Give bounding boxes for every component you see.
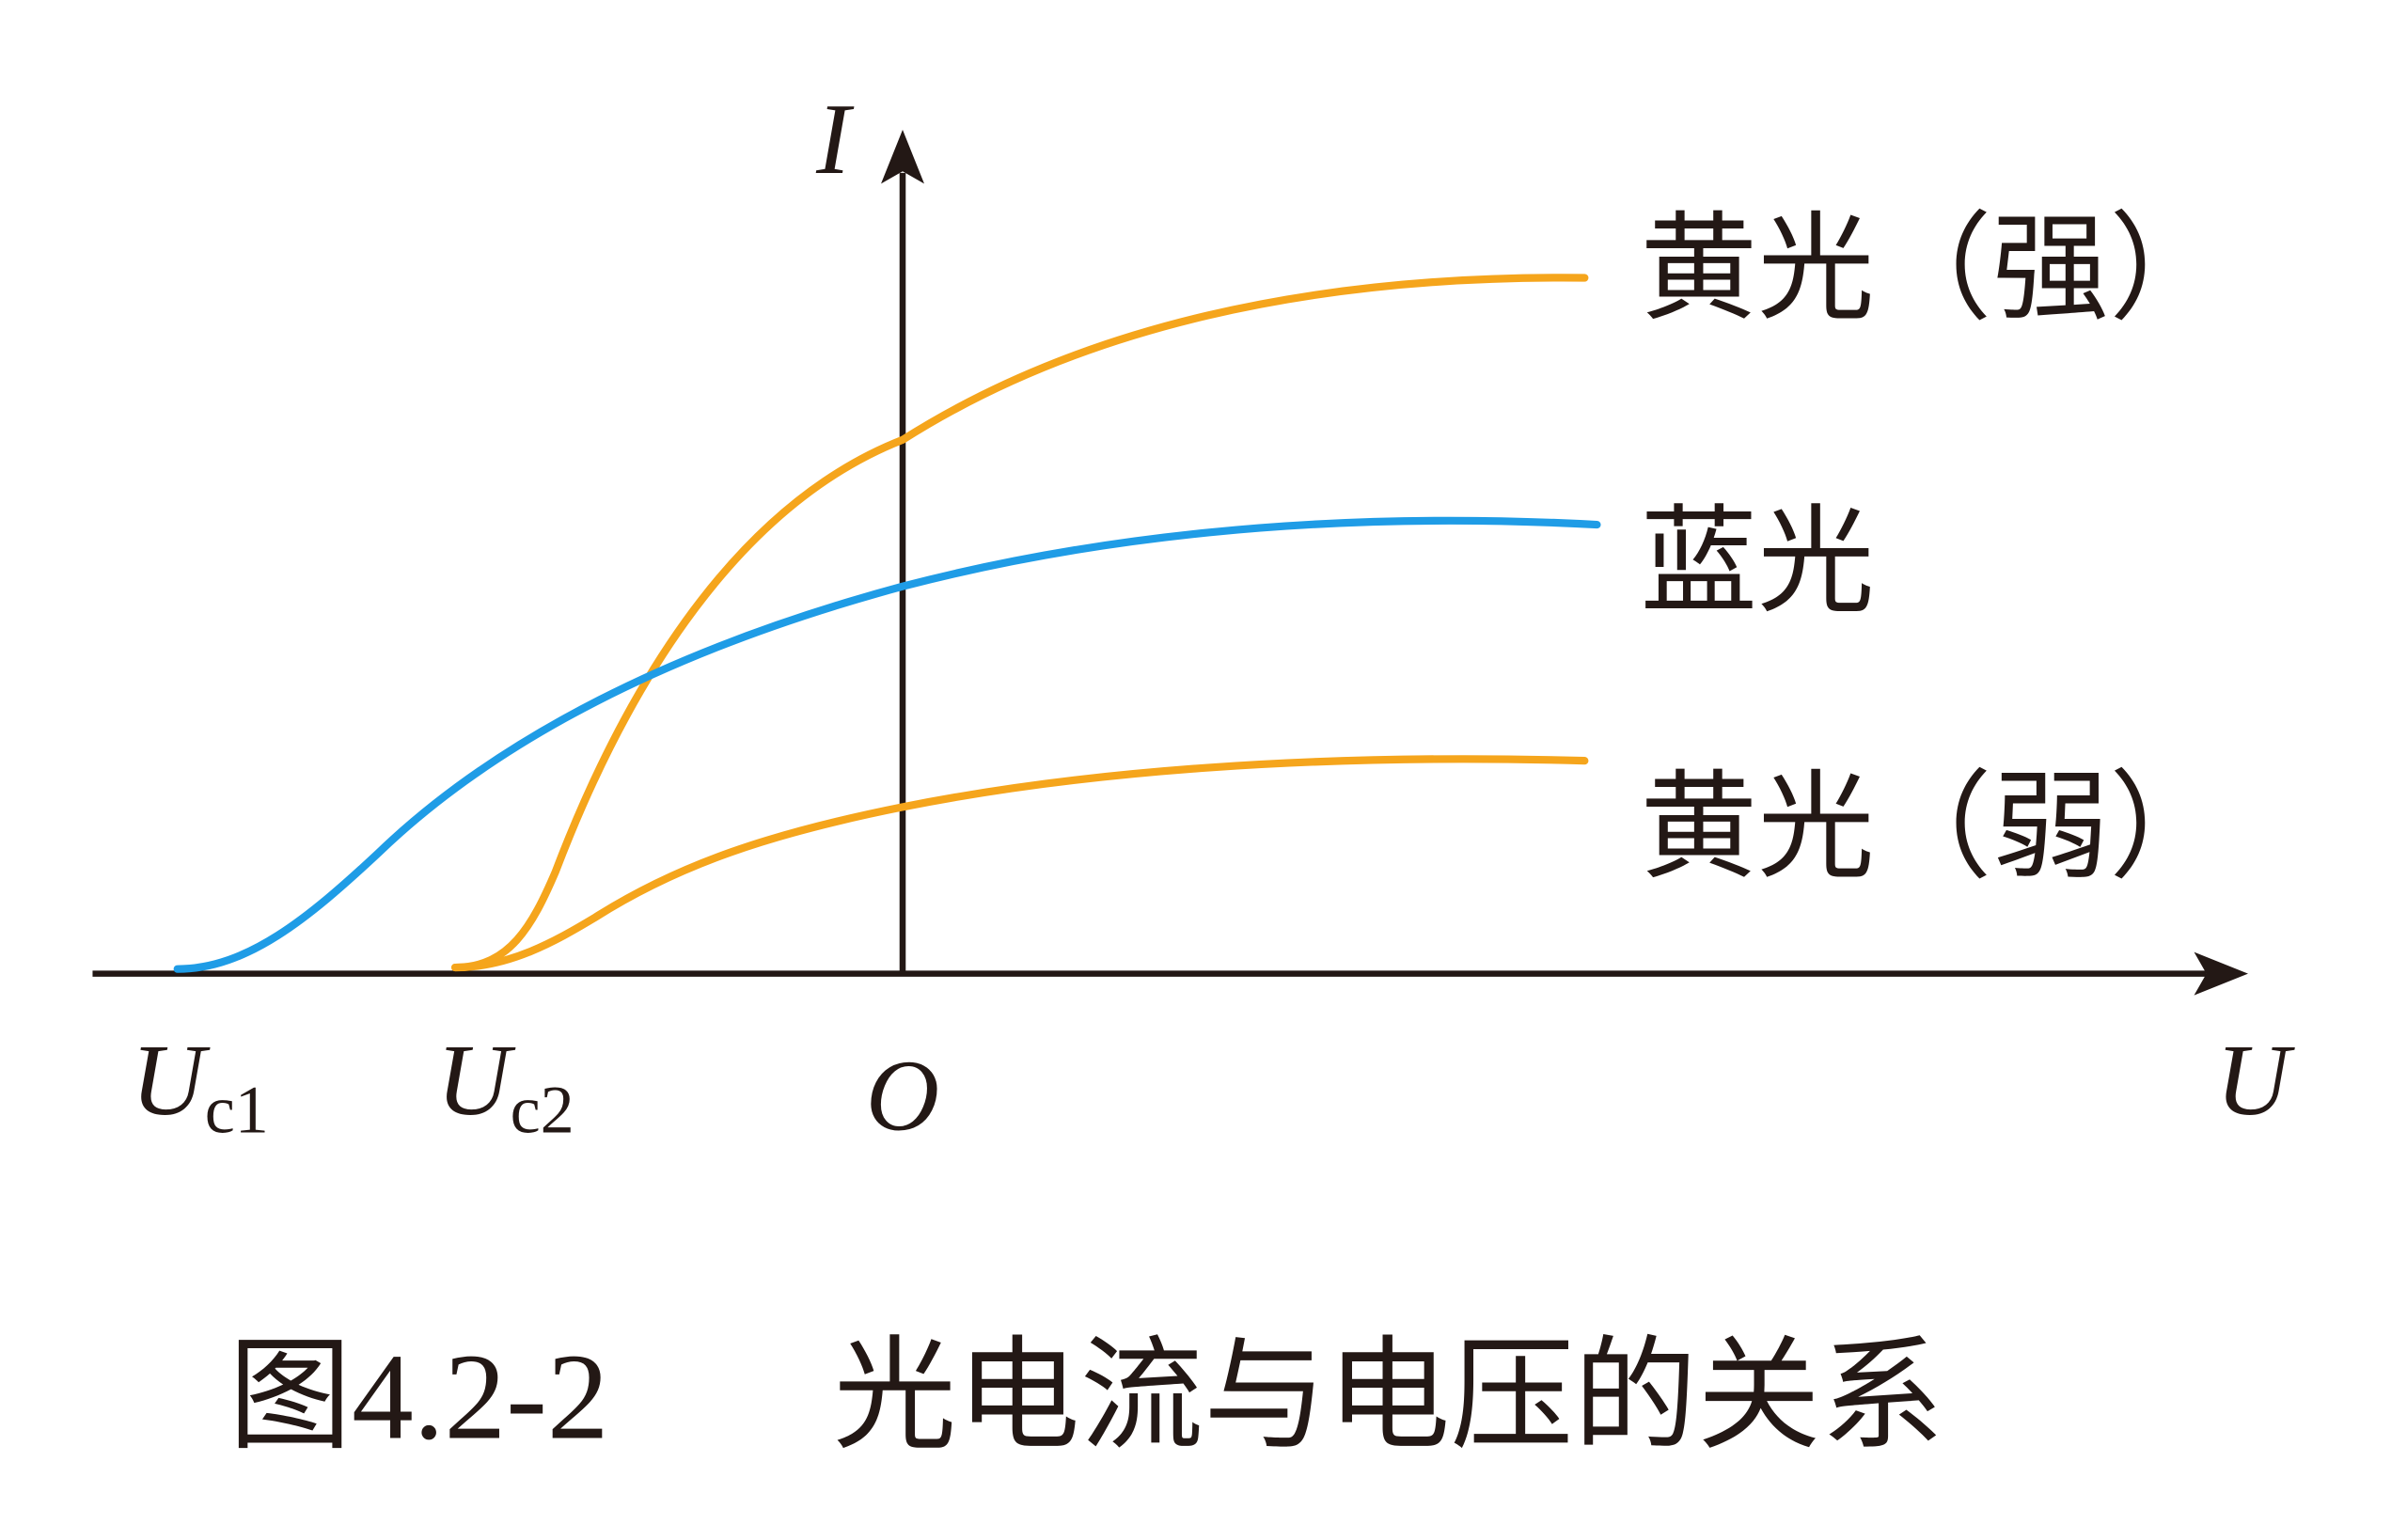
origin-label: O — [866, 1039, 939, 1152]
curve-label: 黄光（强） — [1640, 204, 2226, 334]
caption-number: 图4.2-2 — [228, 1329, 609, 1466]
cutoff-label: Uc1 — [131, 1024, 268, 1148]
curve-blue — [173, 516, 1601, 973]
cutoff-symbol: U — [131, 1024, 211, 1137]
cutoff-subscript: c1 — [205, 1073, 269, 1148]
curve-label: 黄光（弱） — [1640, 762, 2226, 892]
cutoff-label: Uc2 — [436, 1024, 574, 1148]
caption-text: 光电流与电压的关系 — [833, 1329, 1943, 1466]
x-axis-arrow — [2194, 951, 2248, 996]
y-axis-label: I — [815, 83, 855, 196]
curve-label: 蓝光 — [1640, 497, 1874, 627]
curve-yellow-weak — [451, 755, 1589, 972]
curve-yellow-strong — [451, 274, 1589, 972]
cutoff-subscript: c2 — [511, 1073, 574, 1148]
y-axis-arrow — [881, 129, 924, 184]
cutoff-symbol: U — [436, 1024, 516, 1137]
x-axis-label: U — [2216, 1024, 2296, 1137]
